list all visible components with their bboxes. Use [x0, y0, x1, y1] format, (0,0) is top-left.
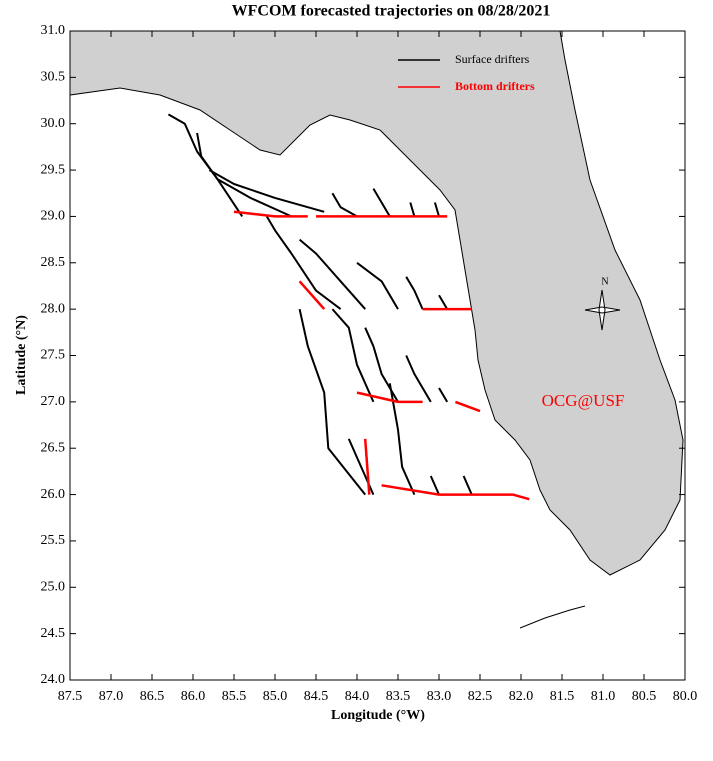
y-tick-label: 30.0 — [41, 116, 66, 131]
x-tick-label: 85.0 — [263, 689, 288, 704]
trajectory — [331, 308, 375, 403]
y-tick-label: 30.5 — [41, 70, 66, 85]
legend-label: Bottom drifters — [455, 79, 535, 93]
trajectory — [409, 202, 416, 217]
chart-title: WFCOM forecasted trajectories on 08/28/2… — [232, 3, 551, 20]
x-tick-label: 86.0 — [181, 689, 206, 704]
x-tick-label: 82.5 — [468, 689, 493, 704]
trajectory — [438, 387, 449, 403]
y-tick-label: 25.0 — [41, 580, 66, 595]
trajectory — [233, 210, 308, 218]
x-tick-label: 80.0 — [673, 689, 698, 704]
trajectory — [388, 383, 416, 496]
trajectory — [433, 202, 440, 217]
trajectory — [405, 355, 432, 403]
y-tick-label: 24.0 — [41, 672, 66, 687]
annotation: OCG@USF — [542, 391, 625, 410]
keys — [519, 605, 586, 629]
x-tick-label: 81.0 — [591, 689, 616, 704]
trajectory — [462, 475, 473, 496]
x-axis-label: Longitude (°W) — [331, 708, 425, 723]
trajectory — [196, 132, 292, 218]
y-tick-label: 24.5 — [41, 626, 66, 641]
trajectory — [429, 475, 440, 496]
compass: N — [584, 276, 621, 331]
x-tick-label: 81.5 — [550, 689, 575, 704]
x-tick-label: 87.0 — [99, 689, 124, 704]
y-tick-label: 26.0 — [41, 487, 66, 502]
trajectory — [167, 113, 244, 217]
y-tick-label: 27.5 — [41, 348, 66, 363]
trajectory — [363, 438, 371, 495]
y-tick-label: 31.0 — [41, 23, 66, 38]
x-tick-label: 84.0 — [345, 689, 370, 704]
y-tick-label: 28.0 — [41, 301, 66, 316]
land — [69, 30, 684, 576]
legend-label: Surface drifters — [455, 52, 530, 66]
trajectory — [331, 192, 358, 218]
compass-label: N — [601, 276, 608, 287]
trajectory — [208, 169, 325, 213]
x-tick-label: 83.0 — [427, 689, 452, 704]
x-tick-label: 82.0 — [509, 689, 534, 704]
x-tick-label: 80.5 — [632, 689, 657, 704]
y-tick-label: 28.5 — [41, 255, 66, 270]
trajectory — [405, 276, 424, 310]
trajectory — [438, 294, 449, 310]
x-tick-label: 84.5 — [304, 689, 329, 704]
trajectory — [298, 308, 366, 496]
trajectory — [298, 238, 366, 310]
trajectory — [372, 188, 391, 217]
trajectory — [298, 280, 326, 310]
x-tick-label: 83.5 — [386, 689, 411, 704]
trajectory — [265, 215, 342, 310]
compass-rose — [584, 289, 621, 331]
y-tick-label: 29.0 — [41, 209, 66, 224]
x-tick-label: 86.5 — [140, 689, 165, 704]
trajectory — [356, 262, 399, 310]
y-tick-label: 25.5 — [41, 533, 66, 548]
y-tick-label: 26.5 — [41, 440, 66, 455]
trajectory — [356, 391, 423, 404]
x-tick-label: 87.5 — [58, 689, 83, 704]
y-tick-label: 27.0 — [41, 394, 66, 409]
x-tick-label: 85.5 — [222, 689, 247, 704]
trajectory — [381, 484, 530, 501]
y-axis-label: Latitude (°N) — [14, 315, 29, 395]
trajectory — [454, 400, 481, 413]
y-tick-label: 29.5 — [41, 162, 66, 177]
